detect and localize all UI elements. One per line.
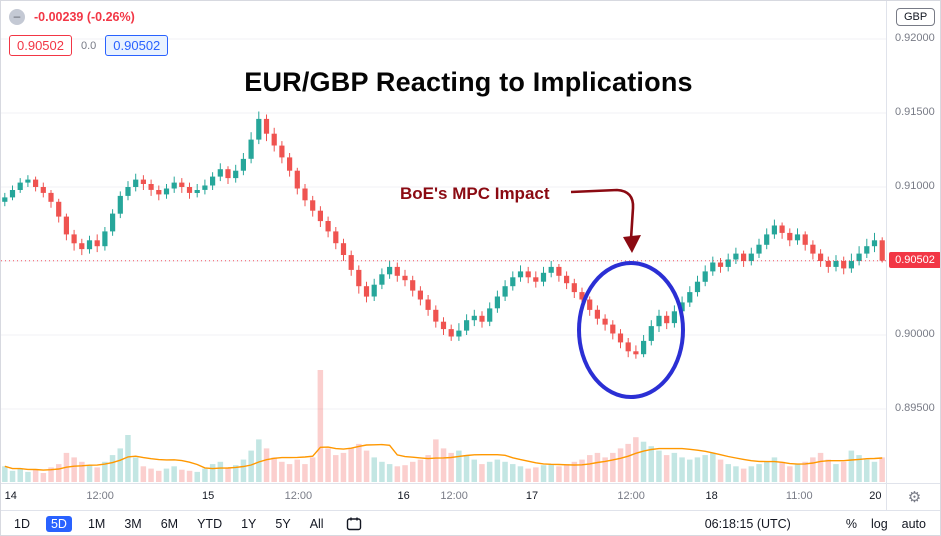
range-button-ytd[interactable]: YTD [197,517,223,531]
time-axis-label: 12:00 [86,490,114,502]
price-axis-label: 0.91500 [895,106,935,118]
time-axis-label: 12:00 [617,490,645,502]
range-button-1m[interactable]: 1M [87,517,106,531]
clock[interactable]: 06:18:15 (UTC) [704,517,791,531]
range-button-1d[interactable]: 1D [14,517,30,531]
time-axis-label: 12:00 [440,490,468,502]
chart-drawings [570,188,685,399]
sell-price-button[interactable]: 0.90502 [9,35,72,56]
range-button-1y[interactable]: 1Y [241,517,257,531]
price-axis-label: 0.89500 [895,402,935,414]
currency-badge[interactable]: GBP [896,8,936,26]
time-axis-label: 17 [525,490,539,502]
volume-ma-line [4,443,883,471]
go-to-date-icon[interactable] [346,517,362,531]
spread-value: 0.0 [81,39,97,52]
scale-button-percent[interactable]: % [845,517,857,531]
time-axis-label: 14 [4,490,17,502]
scale-buttons: % log auto [846,517,926,531]
time-axis[interactable]: 14 12:00 15 12:00 16 12:00 17 12:00 18 11:00 20 [1,483,886,510]
highlight-ellipse [577,261,685,399]
price-axis-label: 0.91000 [895,180,935,192]
range-button-all[interactable]: All [309,517,324,531]
annotation-arrow [570,188,635,240]
range-selector: 1D 5D 1M 3M 6M YTD 1Y 5Y All [11,516,327,532]
time-axis-label: 16 [397,490,410,502]
volume-bars [2,370,885,482]
range-button-5y[interactable]: 5Y [275,517,291,531]
time-axis-label: 18 [705,490,718,502]
settings-gear-icon[interactable]: ⚙ [907,488,922,506]
time-axis-label: 12:00 [284,490,313,502]
annotation-arrowhead [623,235,641,253]
buy-price-button[interactable]: 0.90502 [105,35,169,56]
price-axis[interactable]: GBP 0.90502 0.92000 0.91500 0.91000 0.90000… [886,1,940,483]
candlesticks [2,111,885,359]
last-price-tag: 0.90502 [889,251,940,268]
scale-button-auto[interactable]: auto [901,517,926,531]
price-change: -0.00239 (-0.26%) [34,10,135,24]
symbol-legend: – -0.00239 (-0.26%) 0.90502 0.0 0.90502 [9,9,169,56]
price-axis-label: 0.90000 [895,328,935,340]
time-axis-label: 15 [201,490,215,502]
bottom-toolbar: 1D 5D 1M 3M 6M YTD 1Y 5Y All 06:18:15 (UTC) % log… [1,510,940,535]
range-button-6m[interactable]: 6M [160,517,179,531]
range-button-3m[interactable]: 3M [124,517,142,531]
time-axis-label: 20 [869,490,882,502]
scale-button-log[interactable]: log [870,517,888,531]
series-minus-icon[interactable]: – [9,9,25,25]
chart-title-annotation: EUR/GBP Reacting to Implications [244,67,693,97]
range-button-5d[interactable]: 5D [45,516,72,532]
time-axis-label: 11:00 [785,490,813,502]
price-axis-label: 0.92000 [895,32,935,44]
mpc-impact-label: BoE's MPC Impact [400,184,550,203]
axis-corner: ⚙ [886,483,940,510]
